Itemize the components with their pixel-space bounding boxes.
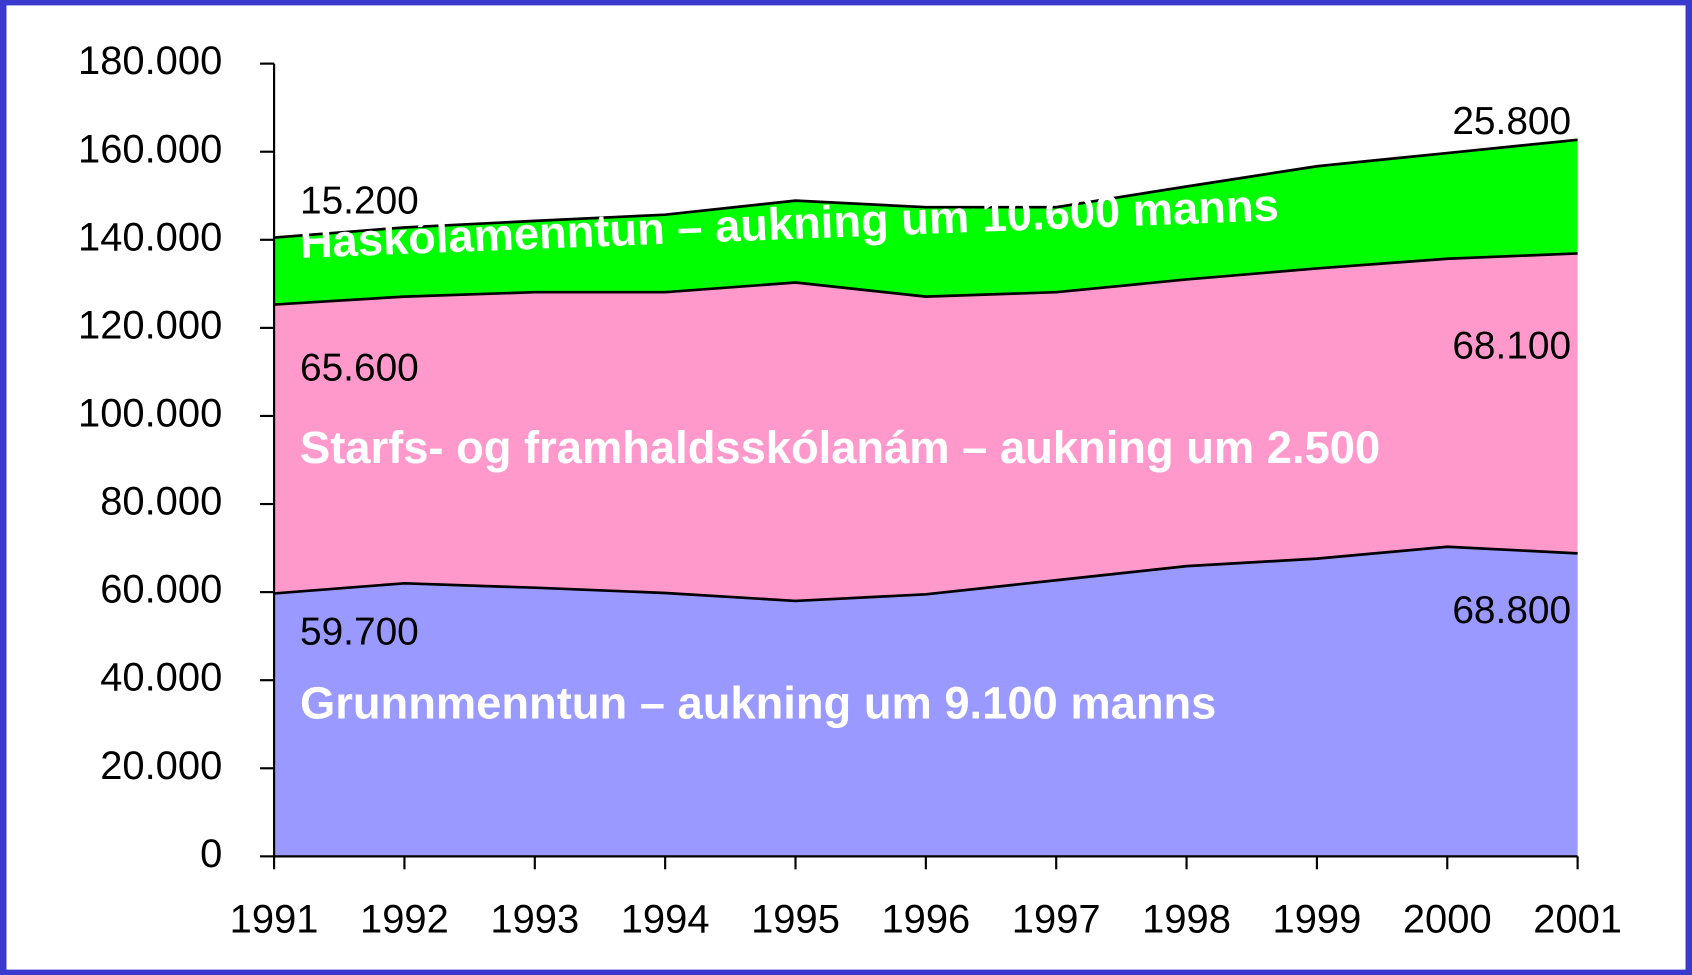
area <box>274 139 1578 305</box>
x-tick-label: 1996 <box>881 898 970 942</box>
y-tick-label: 140.000 <box>78 215 222 259</box>
y-tick-label: 180.000 <box>78 39 222 83</box>
area <box>274 546 1578 857</box>
x-tick-label: 2001 <box>1533 898 1622 942</box>
value-label: 65.600 <box>300 347 419 390</box>
x-tick-label: 1991 <box>230 898 319 942</box>
area-line <box>274 252 1578 306</box>
y-tick-label: 80.000 <box>100 480 222 524</box>
x-tick-label: 1997 <box>1012 898 1101 942</box>
value-label: 68.100 <box>1452 325 1571 368</box>
y-tick-label: 20.000 <box>100 744 222 788</box>
y-tick-label: 120.000 <box>78 303 222 347</box>
x-tick-label: 1998 <box>1142 898 1231 942</box>
y-tick-label: 0 <box>200 832 222 876</box>
series-label: Grunnmenntun – aukning um 9.100 manns <box>300 677 1216 728</box>
value-label: 25.800 <box>1452 100 1571 143</box>
x-tick-label: 2000 <box>1403 898 1492 942</box>
area-line <box>273 545 1578 603</box>
y-tick-label: 60.000 <box>100 568 222 612</box>
area-line <box>273 138 1578 239</box>
value-label: 59.700 <box>300 611 419 654</box>
x-tick-label: 1992 <box>360 898 449 942</box>
x-tick-label: 1999 <box>1273 898 1362 942</box>
x-tick-label: 1994 <box>621 898 710 942</box>
area <box>274 253 1578 601</box>
value-label: 15.200 <box>300 179 419 222</box>
y-tick-label: 40.000 <box>100 656 222 700</box>
x-tick-label: 1993 <box>490 898 579 942</box>
series-label: Starfs- og framhaldsskólanám – aukning u… <box>300 422 1380 473</box>
y-tick-label: 100.000 <box>78 392 222 436</box>
value-label: 68.800 <box>1452 589 1571 632</box>
y-tick-label: 160.000 <box>78 127 222 171</box>
x-tick-label: 1995 <box>751 898 840 942</box>
